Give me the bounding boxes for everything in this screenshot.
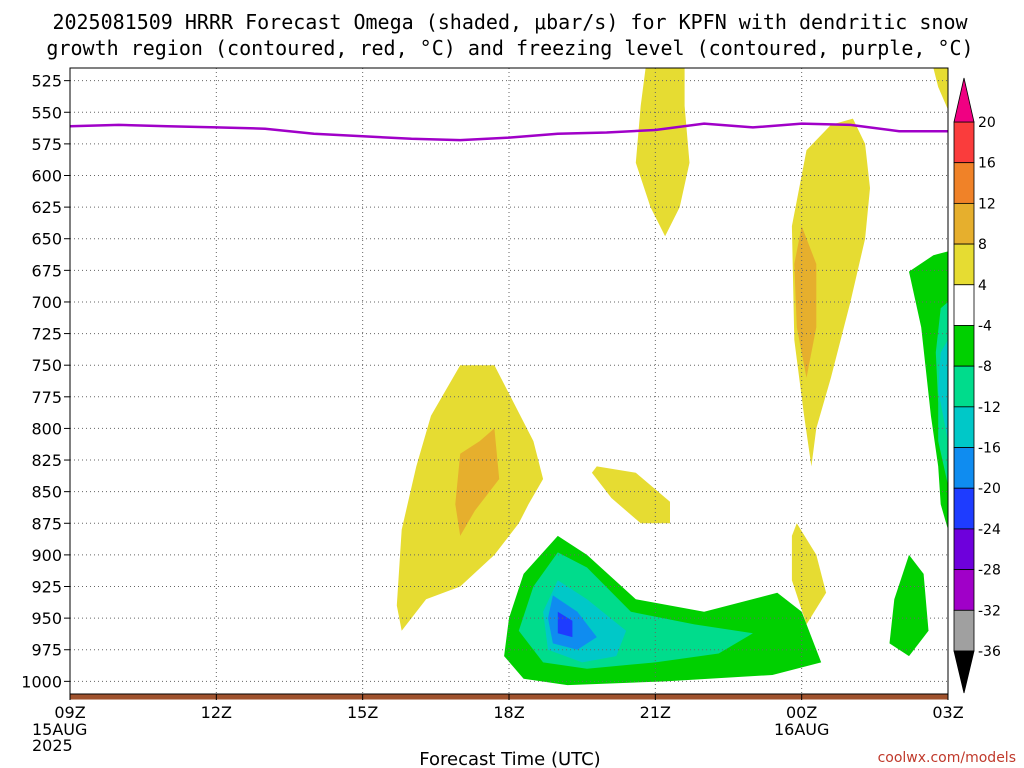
omega-region-0 xyxy=(635,68,690,237)
y-tick-label: 925 xyxy=(31,578,62,597)
y-tick-label: 1000 xyxy=(21,672,62,691)
y-tick-label: 650 xyxy=(31,230,62,249)
y-tick-label: 850 xyxy=(31,483,62,502)
x-axis-label: Forecast Time (UTC) xyxy=(419,749,600,768)
omega-region-3 xyxy=(794,226,817,378)
colorbar-label: -4 xyxy=(978,318,992,334)
chart-title-line1: 2025081509 HRRR Forecast Omega (shaded, … xyxy=(52,10,968,34)
x-tick-sublabel: 15AUG xyxy=(32,720,87,739)
colorbar-segment xyxy=(953,202,975,245)
colorbar-segment xyxy=(953,162,975,204)
y-tick-label: 975 xyxy=(31,641,62,660)
y-tick-label: 600 xyxy=(31,166,62,185)
x-tick-label: 03Z xyxy=(932,703,963,722)
y-tick-label: 525 xyxy=(31,72,62,91)
y-tick-label: 900 xyxy=(31,546,62,565)
colorbar-label: 16 xyxy=(978,156,996,172)
chart-title-line2: growth region (contoured, red, °C) and f… xyxy=(46,36,973,60)
colorbar-segment xyxy=(953,243,975,286)
x-tick-label: 15Z xyxy=(347,703,378,722)
colorbar-segment xyxy=(953,569,975,611)
x-tick-label: 18Z xyxy=(493,703,524,722)
x-tick-sublabel: 16AUG xyxy=(774,720,829,739)
y-tick-label: 675 xyxy=(31,261,62,280)
omega-region-11 xyxy=(889,554,929,657)
colorbar-top-arrow xyxy=(953,77,975,123)
colorbar-segment xyxy=(953,609,975,652)
omega-region-5 xyxy=(455,428,500,536)
colorbar-label: -28 xyxy=(978,563,1001,579)
y-tick-label: 750 xyxy=(31,356,62,375)
y-tick-label: 725 xyxy=(31,325,62,344)
colorbar-segment xyxy=(953,528,975,571)
colorbar-label: -36 xyxy=(978,644,1001,660)
colorbar-label: 4 xyxy=(978,278,987,294)
colorbar-segment xyxy=(953,406,975,448)
colorbar-segment xyxy=(953,365,975,408)
colorbar-legend: 20 16 12 8 4 -4 -8 -12 -16 -20 -24 -28 -32 -36 xyxy=(953,77,1001,694)
omega-region-6 xyxy=(591,466,670,524)
colorbar-label: -16 xyxy=(978,441,1001,457)
colorbar-segment xyxy=(953,487,975,530)
x-tick-label: 00Z xyxy=(786,703,817,722)
colorbar-label: 8 xyxy=(978,237,987,253)
colorbar-label: -32 xyxy=(978,603,1001,619)
colorbar-segment xyxy=(953,121,975,164)
omega-region-2 xyxy=(791,118,870,467)
y-tick-label: 875 xyxy=(31,514,62,533)
y-tick-label: 825 xyxy=(31,451,62,470)
freezing-level-line xyxy=(69,122,948,142)
y-tick-label: 950 xyxy=(31,609,62,628)
colorbar-label: -20 xyxy=(978,481,1001,497)
y-tick-label: 625 xyxy=(31,198,62,217)
colorbar-segment xyxy=(953,284,975,326)
y-tick-label: 700 xyxy=(31,293,62,312)
y-axis: 525 550 575 600 625 650 675 700 725 750 775 800 825 8… xyxy=(21,72,70,691)
x-tick-sublabel: 2025 xyxy=(32,736,73,755)
colorbar-label: 12 xyxy=(978,196,996,212)
x-tick-label: 09Z xyxy=(54,703,85,722)
plot-area xyxy=(69,67,949,700)
omega-region-16 xyxy=(557,611,573,638)
colorbar-label: -24 xyxy=(978,522,1001,538)
colorbar-label: 20 xyxy=(978,115,996,131)
y-tick-label: 575 xyxy=(31,135,62,154)
credit-text: coolwx.com/models xyxy=(878,750,1016,766)
omega-region-1 xyxy=(933,68,948,110)
colorbar-bottom-arrow xyxy=(953,650,975,694)
colorbar-segment xyxy=(953,447,975,489)
x-tick-label: 21Z xyxy=(640,703,671,722)
colorbar-label: -12 xyxy=(978,400,1001,416)
y-tick-label: 775 xyxy=(31,388,62,407)
y-tick-label: 550 xyxy=(31,103,62,122)
colorbar-label: -8 xyxy=(978,359,992,375)
y-tick-label: 800 xyxy=(31,419,62,438)
omega-region-10 xyxy=(938,339,948,442)
x-tick-label: 12Z xyxy=(201,703,232,722)
omega-region-7 xyxy=(791,523,827,625)
colorbar-segment xyxy=(953,325,975,367)
